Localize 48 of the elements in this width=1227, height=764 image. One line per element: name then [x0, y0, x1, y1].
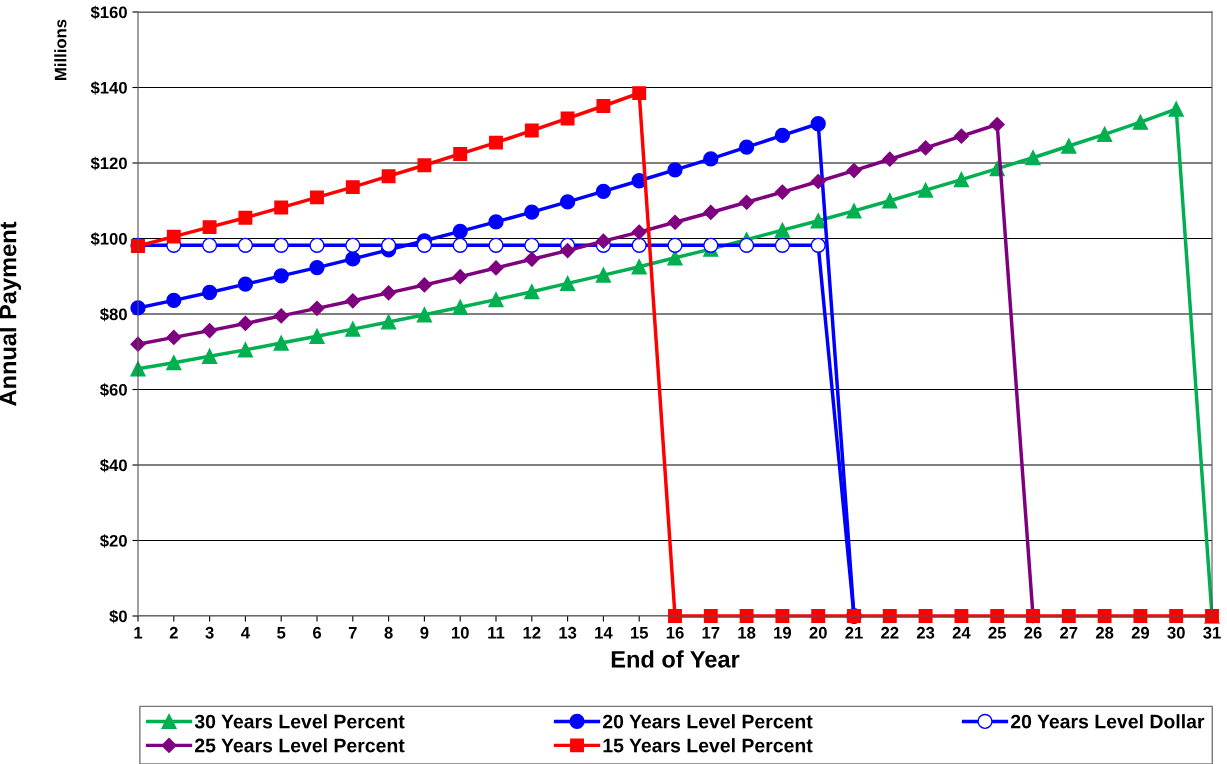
y-tick-label: $60: [100, 383, 127, 397]
x-axis-title: End of Year: [611, 650, 740, 668]
x-tick-label: 2: [169, 626, 178, 639]
y-tick-label: $40: [100, 458, 127, 473]
x-tick-label: 20: [809, 626, 827, 639]
x-tick-label: 29: [1131, 626, 1150, 639]
y-tick-label: $100: [90, 232, 127, 246]
x-tick-label: 6: [312, 626, 322, 639]
x-tick-label: 22: [881, 626, 899, 639]
x-tick-label: 5: [277, 627, 286, 639]
y-tick-label: $160: [90, 5, 127, 20]
x-tick-label: 7: [348, 627, 357, 639]
x-tick-label: 8: [384, 626, 393, 639]
x-tick-label: 27: [1060, 626, 1078, 639]
legend-label: 25 Years Level Percent: [195, 738, 405, 753]
x-tick-label: 15: [630, 627, 649, 639]
x-tick-label: 26: [1024, 626, 1042, 639]
x-tick-label: 13: [559, 626, 577, 639]
x-tick-label: 25: [988, 626, 1007, 639]
y-tick-label: $0: [109, 609, 127, 624]
x-tick-label: 11: [488, 627, 505, 639]
x-tick-label: 14: [595, 627, 613, 639]
y-tick-label: $20: [100, 534, 127, 548]
x-tick-label: 28: [1095, 626, 1114, 639]
legend-label: 20 Years Level Percent: [602, 714, 813, 729]
legend-label: 30 Years Level Percent: [194, 714, 405, 729]
y-tick-label: $120: [90, 156, 127, 171]
x-tick-label: 17: [702, 627, 720, 639]
legend-label: 15 Years Level Percent: [603, 738, 813, 753]
x-tick-label: 18: [738, 626, 756, 639]
x-tick-label: 31: [1203, 626, 1221, 639]
x-tick-label: 12: [523, 626, 541, 639]
x-tick-label: 16: [666, 626, 684, 639]
x-tick-label: 21: [845, 626, 863, 639]
x-tick-label: 19: [774, 626, 792, 639]
y-tick-label: $80: [100, 307, 127, 322]
x-tick-label: 30: [1167, 626, 1185, 639]
text: Millions: [54, 19, 67, 80]
x-tick-label: 9: [420, 626, 429, 639]
x-tick-label: 4: [241, 627, 250, 639]
x-tick-label: 24: [952, 626, 971, 639]
x-tick-label: 3: [205, 626, 214, 639]
x-tick-label: 23: [916, 626, 935, 639]
x-tick-label: 1: [134, 627, 143, 639]
x-tick-label: 10: [451, 626, 469, 639]
legend-label: 20 Years Level Dollar: [1010, 714, 1205, 729]
y-axis-title: Annual Payment: [0, 221, 22, 406]
y-tick-label: $140: [90, 81, 127, 95]
